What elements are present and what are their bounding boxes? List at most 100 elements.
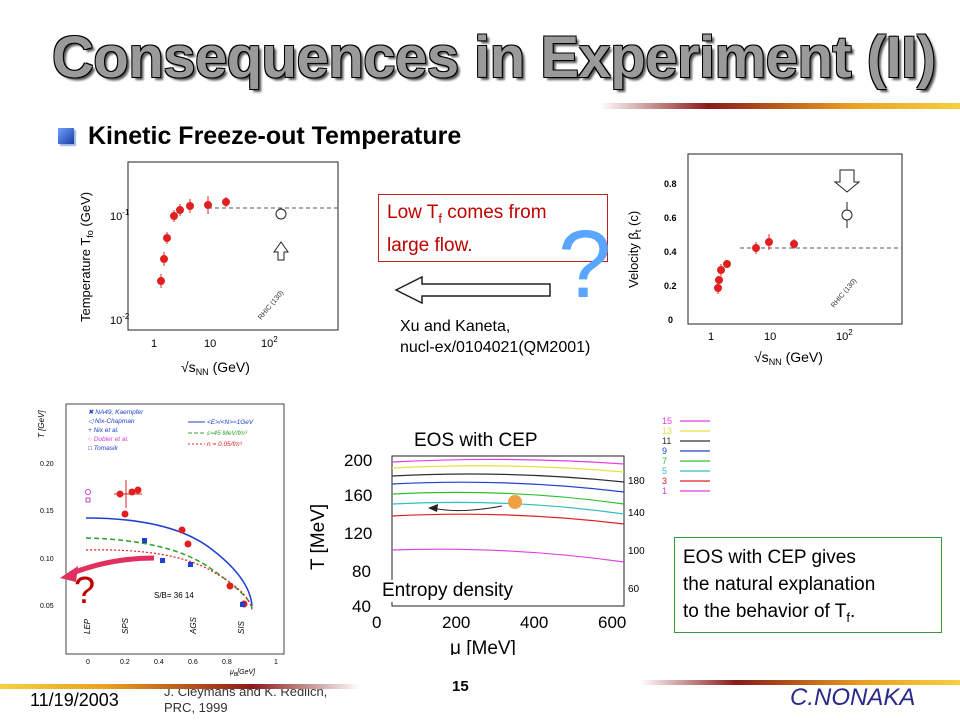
callout-text: .	[850, 601, 856, 622]
temperature-plot: RHIC (130) Temperature Tfo (GeV) 10-1 10…	[78, 161, 339, 377]
ytick: 0.05	[40, 603, 54, 610]
ytick: 0.8	[664, 179, 677, 189]
legend-value: 13	[662, 426, 672, 436]
xtick: 1	[274, 659, 278, 666]
question-mark-icon: ?	[558, 211, 612, 318]
eos-plot: 200 160 120 80 40 0 200 400 600 180 140 …	[310, 451, 645, 655]
legend-item: + Nix et al.	[88, 427, 119, 434]
title-underline	[600, 103, 960, 109]
down-arrow-icon	[833, 169, 861, 193]
cleymans-x-label: μB[GeV]	[229, 669, 256, 678]
legend-item: n = 0.05/fm³	[207, 441, 243, 448]
callout-sub: f	[846, 609, 850, 625]
svg-text:40: 40	[352, 597, 371, 616]
eos-yticks: 200 160 120 80 40	[344, 451, 372, 616]
eos-xticks: 0 200 400 600	[372, 613, 626, 632]
xtick-100: 102	[261, 335, 278, 350]
svg-text:160: 160	[344, 486, 372, 505]
data-point	[186, 202, 194, 210]
legend-item: □ Tomasik	[88, 445, 118, 452]
xtick: 0.8	[222, 659, 232, 666]
cleymans-red-points	[114, 480, 248, 608]
cleymans-plot: T [GeV] 0.20 0.15 0.10 0.05 0 0.2 0.4 0.…	[37, 403, 285, 678]
xtick-100: 102	[836, 328, 853, 343]
legend-item: ○ Dobler et al.	[88, 436, 129, 443]
data-point	[157, 277, 165, 285]
eos-arrow	[431, 505, 503, 512]
footer-rule-left	[0, 684, 360, 689]
ref-line: PRC, 1999	[164, 700, 228, 715]
xtick-10: 10	[764, 331, 776, 343]
callout-text: EOS with CEP gives	[683, 547, 856, 568]
eos-title: EOS with CEP	[414, 430, 538, 451]
legend-value: 11	[662, 436, 671, 446]
callout-text: to the behavior of T	[683, 601, 847, 622]
temperature-plot-frame	[127, 161, 339, 331]
ref-line: nucl-ex/0104021(QM2001)	[400, 339, 591, 356]
curve-epsilon	[85, 537, 253, 609]
xtick: 0	[86, 659, 90, 666]
footer-date: 11/19/2003	[30, 690, 119, 710]
svg-text:200: 200	[442, 613, 470, 632]
eos-right-labels: 180 140 100 60	[628, 476, 645, 595]
temperature-y-label: Temperature Tfo (GeV)	[78, 192, 95, 322]
rhic-tag: RHIC (130)	[257, 290, 285, 322]
data-point	[204, 201, 212, 209]
eos-x-label: μ [MeV]	[450, 638, 516, 655]
velocity-data-points	[714, 234, 798, 294]
callout-sub: f	[438, 210, 443, 226]
xu-kaneta-reference: Xu and Kaneta, nucl-ex/0104021(QM2001)	[400, 316, 590, 358]
up-arrow-icon	[273, 241, 289, 261]
svg-text:140: 140	[628, 508, 645, 519]
cleymans-legend: ✖ NA49, Kaempfer ◁ Nix-Chapman + Nix et …	[88, 409, 254, 452]
velocity-plot-frame	[687, 153, 903, 325]
footer-rule-right	[640, 680, 960, 685]
ytick: 0.6	[664, 213, 677, 223]
question-mark-small-icon: ?	[74, 570, 96, 612]
red-arrow-icon	[69, 555, 155, 577]
svg-text:100: 100	[628, 546, 645, 557]
region-sis: SIS	[237, 620, 246, 634]
svg-text:60: 60	[628, 584, 640, 595]
eos-y-label: T [MeV]	[310, 504, 329, 570]
region-lep: LEP	[83, 618, 92, 634]
slide-subtitle: Kinetic Freeze-out Temperature	[88, 122, 462, 150]
temperature-x-label: √sNN (GeV)	[181, 359, 250, 377]
svg-text:180: 180	[628, 476, 645, 487]
ytick: 0.20	[40, 461, 54, 468]
callout-text: the natural explanation	[683, 574, 876, 595]
velocity-x-label: √sNN (GeV)	[754, 349, 823, 367]
ytick-bottom: 10-2	[110, 312, 130, 327]
cleymans-plot-frame	[65, 403, 285, 655]
bullet-icon	[58, 128, 74, 144]
legend-value: 1	[662, 486, 667, 496]
red-arrow-head-icon	[60, 566, 78, 582]
ytick: 0.10	[40, 556, 54, 563]
rhic-open-point	[275, 208, 287, 220]
data-point	[170, 212, 178, 220]
eos-contours	[391, 458, 625, 563]
slide-title: Consequences in Experiment (II)	[52, 25, 936, 90]
ytick-top: 10-1	[110, 208, 130, 223]
legend-value: 5	[662, 466, 667, 476]
ytick: 0	[668, 315, 673, 325]
region-sps: SPS	[121, 617, 130, 634]
ytick: 0.2	[664, 281, 677, 291]
callout-text: large flow.	[387, 234, 473, 256]
callout-text: Low T	[387, 202, 439, 223]
eos-plot-frame	[391, 455, 625, 607]
eos-arrow-head-icon	[428, 504, 438, 512]
legend-value: 3	[662, 476, 667, 486]
legend-item: ◁ Nix-Chapman	[88, 418, 135, 425]
cleymans-y-label: T [GeV]	[37, 410, 46, 438]
legend-value: 15	[662, 416, 672, 426]
ref-line: Xu and Kaneta,	[400, 318, 511, 335]
svg-text:0: 0	[372, 613, 381, 632]
velocity-y-label: Velocity βt (c)	[626, 211, 643, 288]
curve-density	[85, 549, 253, 611]
left-arrow-icon	[394, 275, 551, 305]
temperature-data-points	[157, 196, 230, 288]
svg-text:80: 80	[352, 562, 371, 581]
curve-energy	[85, 517, 253, 607]
eos-legend: 15 13 11 9 7 5 3 1	[662, 416, 710, 496]
